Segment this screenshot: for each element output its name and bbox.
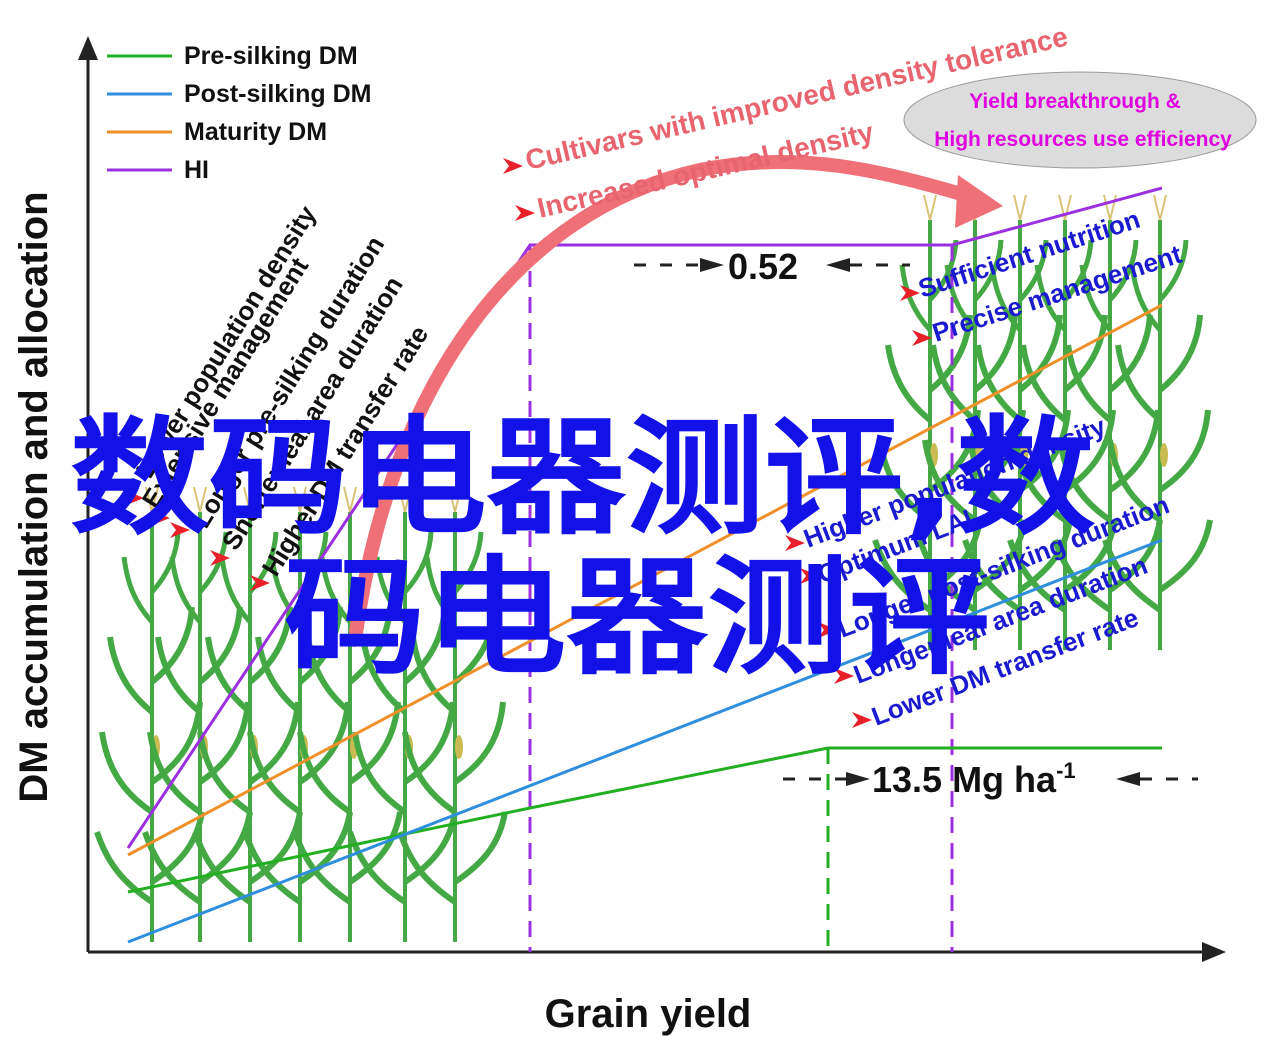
arrowhead-icon: [800, 568, 820, 584]
yield-gap-arrow-left-icon: [1116, 772, 1140, 786]
series-line-hi: [126, 186, 1163, 849]
arrowhead-icon: [124, 490, 144, 506]
series-line-maturity: [127, 303, 1163, 857]
y-axis-arrow-icon: [78, 36, 98, 60]
yield-breakthrough-ellipse: Yield breakthrough & High resources use …: [903, 71, 1257, 169]
arrowhead-icon: [852, 712, 872, 728]
axes: [78, 36, 1226, 962]
x-axis-arrow-icon: [1202, 942, 1226, 962]
arrowhead-icon: [912, 330, 932, 346]
right-factors-top: Sufficient nutrition Precise management: [900, 204, 1186, 348]
watermark-line-2: 码电器测评: [284, 544, 990, 693]
hi-gap-value: 0.52: [728, 246, 798, 287]
series-line-pre-silking: [127, 746, 1162, 894]
arrowhead-icon: [834, 668, 854, 684]
watermark-line-1: 数码电器测评,数: [70, 404, 1095, 553]
arrowhead-icon: [818, 622, 838, 638]
arrowhead-icon: [900, 285, 920, 301]
arrowhead-icon: [170, 522, 190, 538]
yield-gap-annotation: 13.5 Mg ha-1: [783, 758, 1198, 800]
legend-label-hi: HI: [184, 156, 209, 184]
series-lines: [126, 186, 1163, 944]
ellipse-shape: [903, 71, 1257, 169]
legend-label-post-silking: Post-silking DM: [184, 80, 372, 108]
watermark: 数码电器测评,数 码电器测评: [70, 404, 1095, 693]
arrowhead-icon: [150, 510, 170, 526]
yield-gap-arrow-right-icon: [846, 772, 870, 786]
arrowhead-icon: [503, 158, 523, 174]
arrowhead-icon: [250, 575, 270, 591]
y-axis-label: DM accumulation and allocation: [12, 191, 56, 802]
series-line-post-silking: [127, 538, 1163, 944]
dashed-guides: [528, 245, 954, 952]
yield-gap-value: 13.5 Mg ha-1: [872, 758, 1076, 800]
big-arrow-head-icon: [955, 175, 1003, 228]
legend: Pre-silking DM Post-silking DM Maturity …: [107, 42, 372, 184]
x-axis-label: Grain yield: [545, 992, 752, 1036]
legend-label-pre-silking: Pre-silking DM: [184, 42, 358, 70]
hi-gap-arrow-left-icon: [826, 258, 850, 272]
yield-gap-main: 13.5 Mg ha: [872, 759, 1057, 800]
arrowhead-icon: [210, 550, 230, 566]
hi-gap-arrow-right-icon: [700, 258, 724, 272]
ellipse-line-2: High resources use efficiency: [934, 128, 1232, 151]
arrowhead-icon: [785, 535, 805, 551]
hi-gap-annotation: 0.52: [634, 246, 910, 287]
arrowhead-icon: [515, 205, 535, 221]
legend-label-maturity: Maturity DM: [184, 118, 327, 146]
yield-gap-superscript: -1: [1056, 758, 1076, 783]
ellipse-line-1: Yield breakthrough &: [969, 90, 1181, 113]
big-red-arrow: [348, 154, 1003, 647]
